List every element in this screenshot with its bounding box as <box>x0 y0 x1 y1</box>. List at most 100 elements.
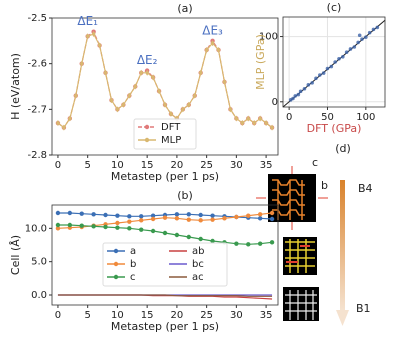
legend-label: bc <box>192 259 204 270</box>
legend-label: a <box>130 246 136 257</box>
data-point <box>91 30 96 37</box>
data-point <box>85 33 90 40</box>
y-axis-label: Cell (Å) <box>9 235 22 275</box>
x-tick-label: 20 <box>171 310 184 321</box>
legend-label: b <box>130 259 136 270</box>
data-point <box>103 224 108 230</box>
data-point <box>291 96 295 101</box>
x-tick-label: 35 <box>260 310 273 321</box>
data-point <box>61 124 66 131</box>
data-point <box>168 110 173 117</box>
data-point <box>296 92 301 97</box>
data-point <box>162 230 168 236</box>
x-tick-label: 0 <box>55 160 61 171</box>
x-tick-label: 0 <box>286 112 292 123</box>
x-tick-label: 0 <box>55 310 61 321</box>
x-axis-label: Metastep (per 1 ps) <box>111 170 219 183</box>
data-point <box>186 234 191 240</box>
annotation: ΔE₃ <box>202 23 223 37</box>
data-point <box>318 73 322 77</box>
data-point <box>180 106 185 113</box>
data-point <box>157 88 162 95</box>
data-point <box>210 238 215 244</box>
progress-arrow <box>340 180 345 310</box>
data-point <box>252 120 257 127</box>
data-point <box>174 212 180 217</box>
data-point <box>139 227 144 232</box>
data-point <box>314 76 318 81</box>
y-tick-label: 10.0 <box>25 223 47 234</box>
data-point <box>257 212 263 217</box>
data-point <box>79 223 84 228</box>
data-point <box>222 78 227 85</box>
y-tick-label: -2.8 <box>27 150 47 161</box>
data-point <box>269 210 275 216</box>
legend-label: ab <box>192 246 204 257</box>
data-point <box>310 81 314 85</box>
data-point <box>302 86 307 91</box>
data-point <box>270 124 275 131</box>
data-point <box>67 210 73 216</box>
data-point <box>162 215 168 220</box>
data-point <box>216 46 221 53</box>
data-point <box>234 241 239 246</box>
x-tick-label: 100 <box>356 112 375 123</box>
x-tick-label: 25 <box>200 160 213 171</box>
annotation: ΔE₁ <box>77 14 98 28</box>
panel-title: (a) <box>177 2 192 15</box>
legend-box <box>133 118 197 150</box>
data-point <box>258 115 263 122</box>
panel-title: (c) <box>327 1 342 14</box>
data-point <box>246 213 251 218</box>
axis-label-c: c <box>312 156 318 169</box>
data-point <box>91 224 96 229</box>
x-tick-label: 35 <box>260 160 273 171</box>
data-point <box>79 211 84 216</box>
data-point <box>186 101 191 108</box>
y-tick-label: -2.7 <box>27 104 47 115</box>
plot-frame <box>51 204 279 306</box>
data-point <box>234 214 239 220</box>
data-point <box>246 242 251 247</box>
data-point <box>109 97 114 104</box>
data-point <box>121 101 126 108</box>
data-point <box>222 216 227 221</box>
data-point <box>133 83 138 90</box>
x-axis-label: DFT (GPa) <box>307 122 362 135</box>
honeycomb <box>272 179 305 220</box>
y-tick-label: -2.5 <box>27 13 47 24</box>
plot-frame <box>51 17 279 156</box>
data-point <box>264 120 269 127</box>
legend-marker <box>113 274 119 280</box>
plot-frame <box>282 16 386 108</box>
structure-image <box>283 237 317 275</box>
data-point <box>210 217 215 222</box>
x-tick-label: 25 <box>200 310 213 321</box>
data-point <box>371 27 376 32</box>
x-tick-label: 50 <box>321 112 334 123</box>
data-point <box>150 213 156 218</box>
series-line <box>57 33 273 129</box>
data-point <box>55 222 61 228</box>
panel-title: (d) <box>335 142 351 155</box>
data-point <box>198 236 203 242</box>
y-axis-label: H (eV/atom) <box>9 53 22 120</box>
y-axis-label: MLP (GPa) <box>254 34 267 90</box>
data-point <box>55 120 60 127</box>
data-point <box>55 226 61 231</box>
legend-marker <box>113 248 119 254</box>
data-point <box>79 60 84 67</box>
lattice <box>285 290 317 320</box>
legend-marker <box>113 261 119 267</box>
axis-label-b: b <box>321 179 328 192</box>
data-point <box>367 30 372 35</box>
data-point <box>97 42 102 49</box>
data-point <box>186 217 191 222</box>
legend-box <box>102 242 228 287</box>
y-tick-label: 0.0 <box>31 290 47 301</box>
data-point <box>341 54 345 59</box>
force-arrows <box>256 166 328 230</box>
data-point <box>145 69 150 76</box>
data-point <box>139 214 144 219</box>
